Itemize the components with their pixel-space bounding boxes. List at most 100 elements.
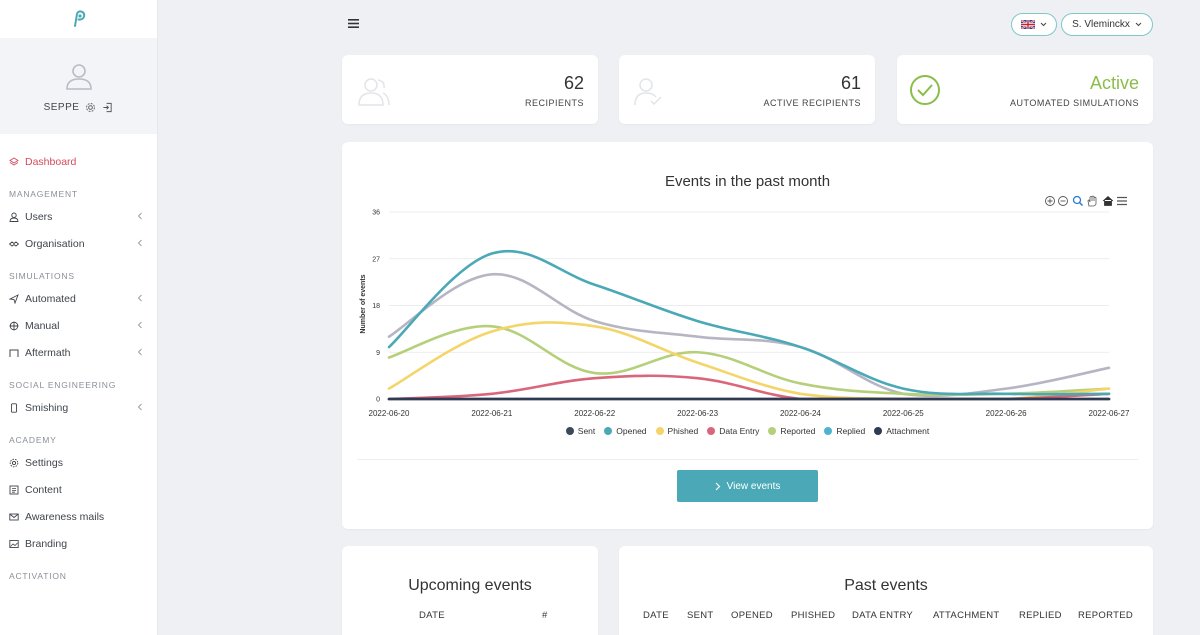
upcoming-header-date: DATE <box>419 610 445 621</box>
legend-label: Sent <box>577 426 596 436</box>
nav-section-simulations: SIMULATIONS <box>9 271 75 281</box>
chevron-down-icon <box>1135 22 1142 27</box>
chevron-left-icon <box>137 348 142 356</box>
past-header-reported: REPORTED <box>1078 610 1134 621</box>
legend-item-replied[interactable]: Replied <box>824 426 865 436</box>
logo-icon <box>73 10 85 27</box>
sidebar: SEPPE Dashboard MANAGEMENT Users Organisati… <box>0 0 158 635</box>
sidebar-nav: Dashboard MANAGEMENT Users Organisation SIMU… <box>0 134 157 583</box>
events-chart: 2022-06-20 2022-06-21 2022-06-22 2022-06-23… <box>360 195 1130 418</box>
legend-item-reported[interactable]: Reported <box>768 426 815 436</box>
series-line-reported <box>387 324 1111 397</box>
sidebar-item-settings[interactable]: Settings <box>0 449 157 476</box>
x-tick-label: 2022-06-21 <box>471 409 512 418</box>
x-tick-label: 2022-06-22 <box>574 409 615 418</box>
menu-toggle-icon[interactable] <box>348 19 359 28</box>
legend-marker <box>768 427 777 435</box>
recipients-card: 62 RECIPIENTS <box>342 55 598 124</box>
recipients-label: RECIPIENTS <box>524 98 584 108</box>
view-events-button[interactable]: View events <box>677 470 818 502</box>
legend-marker <box>707 427 716 435</box>
y-tick-label: 27 <box>372 256 380 263</box>
x-tick-label: 2022-06-27 <box>1089 409 1130 418</box>
gear-icon[interactable] <box>85 102 96 113</box>
sidebar-item-label: Users <box>25 210 53 223</box>
legend-item-opened[interactable]: Opened <box>604 426 647 436</box>
handshake-icon <box>9 240 19 247</box>
automated-status: Active <box>1089 73 1139 93</box>
nav-section-academy: ACADEMY <box>9 435 57 445</box>
sidebar-item-aftermath[interactable]: Aftermath <box>0 339 157 366</box>
upcoming-events-title: Upcoming events <box>408 577 532 594</box>
chevron-right-icon <box>715 482 720 490</box>
chart-menu-icon[interactable] <box>1117 196 1127 206</box>
image-icon <box>9 539 19 548</box>
check-circle-icon <box>910 75 940 105</box>
sidebar-item-automated[interactable]: Automated <box>0 285 157 312</box>
legend-marker <box>565 427 574 435</box>
nav-section-social-engineering: SOCIAL ENGINEERING <box>9 380 117 390</box>
chart-toolbar <box>1045 195 1127 207</box>
user-menu-button[interactable]: S. Vleminckx <box>1061 13 1153 36</box>
crosshair-icon <box>9 321 19 330</box>
sidebar-item-label: Branding <box>25 537 68 550</box>
magnifier-icon[interactable] <box>1072 195 1084 207</box>
legend-item-phished[interactable]: Phished <box>655 426 698 436</box>
chevron-left-icon <box>137 321 142 329</box>
view-events-label: View events <box>726 480 781 492</box>
past-header-sent: SENT <box>687 610 714 621</box>
username: SEPPE <box>43 101 80 113</box>
x-tick-label: 2022-06-25 <box>883 409 924 418</box>
past-header-opened: OPENED <box>731 610 773 621</box>
sidebar-item-users[interactable]: Users <box>0 203 157 230</box>
sidebar-item-organisation[interactable]: Organisation <box>0 230 157 257</box>
sidebar-item-label: Dashboard <box>25 155 77 168</box>
legend-label: Data Entry <box>719 426 760 436</box>
sidebar-item-label: Smishing <box>25 401 69 414</box>
active-recipients-count: 61 <box>840 73 861 93</box>
x-tick-label: 2022-06-24 <box>780 409 821 418</box>
y-tick-label: 9 <box>376 350 380 357</box>
legend-label: Replied <box>836 426 866 436</box>
legend-marker <box>655 427 664 435</box>
series-line-replied <box>387 249 1111 396</box>
y-axis-label: Number of events <box>360 274 367 333</box>
sidebar-item-awareness-mails[interactable]: Awareness mails <box>0 503 157 530</box>
legend-item-sent[interactable]: Sent <box>565 426 596 436</box>
sidebar-item-branding[interactable]: Branding <box>0 530 157 557</box>
uk-flag-icon <box>1021 20 1035 29</box>
home-icon[interactable] <box>1102 195 1114 206</box>
chevron-left-icon <box>137 294 142 302</box>
zoom-out-icon[interactable] <box>1058 196 1068 206</box>
chevron-down-icon <box>1040 22 1047 27</box>
layers-icon <box>9 156 19 166</box>
sidebar-item-content[interactable]: Content <box>0 476 157 503</box>
legend-item-data-entry[interactable]: Data Entry <box>707 426 759 436</box>
pan-hand-icon[interactable] <box>1087 195 1097 207</box>
past-events-card: Past events DATE SENT OPENED PHISHED DAT… <box>619 546 1153 635</box>
app-logo[interactable] <box>0 0 157 38</box>
legend-label: Opened <box>616 426 647 436</box>
gear-icon <box>9 458 19 467</box>
x-tick-label: 2022-06-20 <box>369 409 410 418</box>
sidebar-item-label: Automated <box>25 292 76 305</box>
chevron-left-icon <box>137 239 142 247</box>
nav-section-activation: ACTIVATION <box>9 571 67 581</box>
legend-label: Attachment <box>886 426 930 436</box>
past-header-attachment: ATTACHMENT <box>933 610 1000 621</box>
legend-item-attachment[interactable]: Attachment <box>874 426 929 436</box>
legend-marker <box>874 427 883 435</box>
sidebar-item-dashboard[interactable]: Dashboard <box>0 148 157 175</box>
zoom-in-icon[interactable] <box>1045 196 1055 206</box>
language-selector[interactable] <box>1011 13 1057 36</box>
sidebar-item-label: Content <box>25 483 62 496</box>
chart-legend: Sent Opened Phished Data Entry Reported Repli… <box>342 426 1153 436</box>
past-header-data-entry: DATA ENTRY <box>852 610 914 621</box>
sidebar-item-smishing[interactable]: Smishing <box>0 394 157 421</box>
logout-icon[interactable] <box>102 102 113 113</box>
past-header-replied: REPLIED <box>1019 610 1062 621</box>
sidebar-item-manual[interactable]: Manual <box>0 312 157 339</box>
user-check-icon <box>634 78 662 106</box>
past-events-title: Past events <box>844 577 928 594</box>
chevron-left-icon <box>137 212 142 220</box>
